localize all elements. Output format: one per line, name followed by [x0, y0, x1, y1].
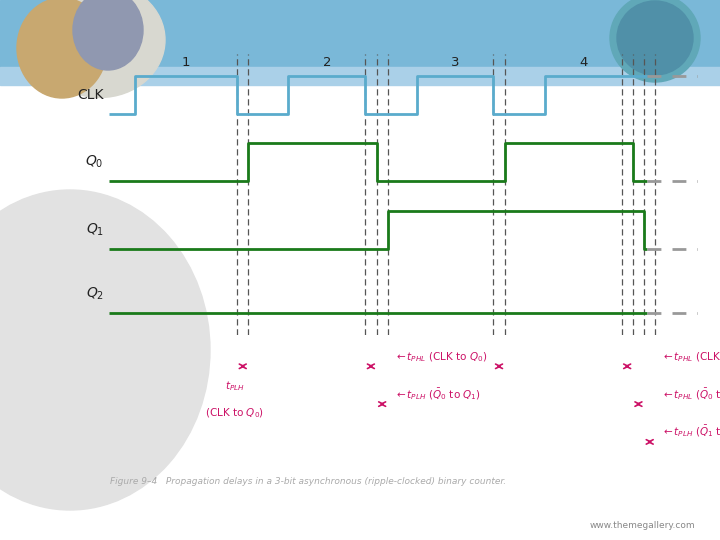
Text: $\leftarrow t_{PHL}\ (\mathrm{CLK\ to\ }Q_0)$: $\leftarrow t_{PHL}\ (\mathrm{CLK\ to\ }… — [394, 350, 487, 364]
Ellipse shape — [617, 1, 693, 75]
Text: $Q_1$: $Q_1$ — [86, 222, 104, 238]
Bar — [0, 0, 720, 75]
Text: $Q_0$: $Q_0$ — [86, 154, 104, 171]
Text: www.themegallery.com: www.themegallery.com — [590, 521, 695, 530]
Ellipse shape — [35, 0, 165, 98]
Text: CLK: CLK — [77, 87, 104, 102]
Text: 2: 2 — [323, 56, 331, 69]
Bar — [0, 67, 720, 85]
Text: $\leftarrow t_{PHL}\ (\bar{Q}_0\ \mathrm{to\ }Q_1)$: $\leftarrow t_{PHL}\ (\bar{Q}_0\ \mathrm… — [662, 386, 720, 402]
Text: Figure 9–4   Propagation delays in a 3-bit asynchronous (ripple-clocked) binary : Figure 9–4 Propagation delays in a 3-bit… — [110, 477, 506, 487]
Text: $Q_2$: $Q_2$ — [86, 286, 104, 302]
Text: $\leftarrow t_{PLH}\ (\bar{Q}_0\ \mathrm{to\ }Q_1)$: $\leftarrow t_{PLH}\ (\bar{Q}_0\ \mathrm… — [394, 386, 481, 402]
Text: (CLK to $Q_0$): (CLK to $Q_0$) — [205, 407, 264, 421]
Ellipse shape — [17, 0, 107, 98]
Text: $t_{PLH}$: $t_{PLH}$ — [225, 379, 244, 393]
Text: $\leftarrow t_{PLH}\ (\bar{Q}_1\ \mathrm{to\ }Q_2)$: $\leftarrow t_{PLH}\ (\bar{Q}_1\ \mathrm… — [662, 424, 720, 440]
Text: 4: 4 — [579, 56, 588, 69]
Ellipse shape — [610, 0, 700, 82]
Text: 3: 3 — [451, 56, 459, 69]
Ellipse shape — [73, 0, 143, 70]
Ellipse shape — [0, 190, 210, 510]
Text: $\leftarrow t_{PHL}\ (\mathrm{CLK\ to\ }Q_0)$: $\leftarrow t_{PHL}\ (\mathrm{CLK\ to\ }… — [662, 350, 720, 364]
Text: 1: 1 — [181, 56, 190, 69]
